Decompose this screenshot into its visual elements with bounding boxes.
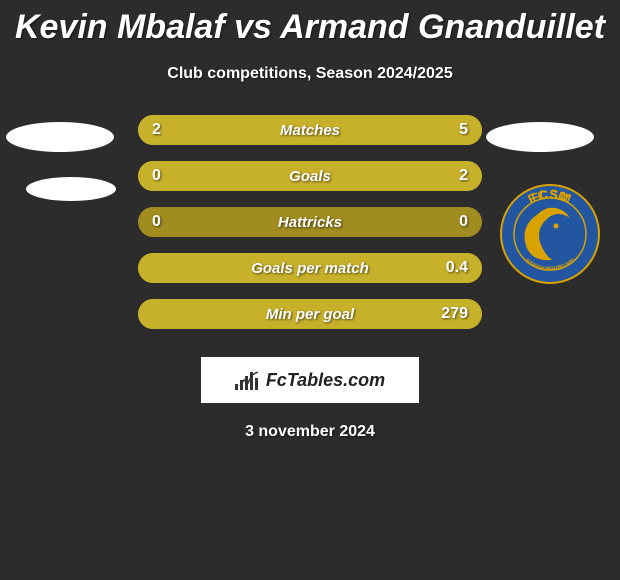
stat-fill-right <box>238 115 482 145</box>
right-logo-placeholder <box>486 122 594 152</box>
stat-value-right: 5 <box>459 121 468 139</box>
brand-text: FcTables.com <box>266 370 385 391</box>
stat-value-left: 2 <box>152 121 161 139</box>
stat-label: Matches <box>280 122 340 139</box>
club-logo-fcsm: FCSM FCSM SOCHAUX-MONTBÉLIARD <box>500 184 600 284</box>
left-logo-placeholder-2 <box>26 177 116 201</box>
stat-row: Goals per match 0.4 <box>138 253 482 283</box>
stat-label: Goals per match <box>251 260 369 277</box>
stat-value-left: 0 <box>152 213 161 231</box>
stat-value-right: 0.4 <box>446 259 468 277</box>
subtitle: Club competitions, Season 2024/2025 <box>0 65 620 83</box>
stat-label: Hattricks <box>278 214 342 231</box>
page-title: Kevin Mbalaf vs Armand Gnanduillet <box>0 0 620 47</box>
stat-row: Min per goal 279 <box>138 299 482 329</box>
stat-label: Min per goal <box>266 306 354 323</box>
stat-row: 0 Hattricks 0 <box>138 207 482 237</box>
stat-value-right: 2 <box>459 167 468 185</box>
brand-badge: FcTables.com <box>201 357 419 403</box>
stat-value-right: 0 <box>459 213 468 231</box>
stat-label: Goals <box>289 168 331 185</box>
chart-icon-line <box>238 370 260 390</box>
stat-row: 2 Matches 5 <box>138 115 482 145</box>
date-text: 3 november 2024 <box>0 423 620 441</box>
stat-value-left: 0 <box>152 167 161 185</box>
stat-row: 0 Goals 2 <box>138 161 482 191</box>
stat-value-right: 279 <box>441 305 468 323</box>
left-logo-placeholder-1 <box>6 122 114 152</box>
